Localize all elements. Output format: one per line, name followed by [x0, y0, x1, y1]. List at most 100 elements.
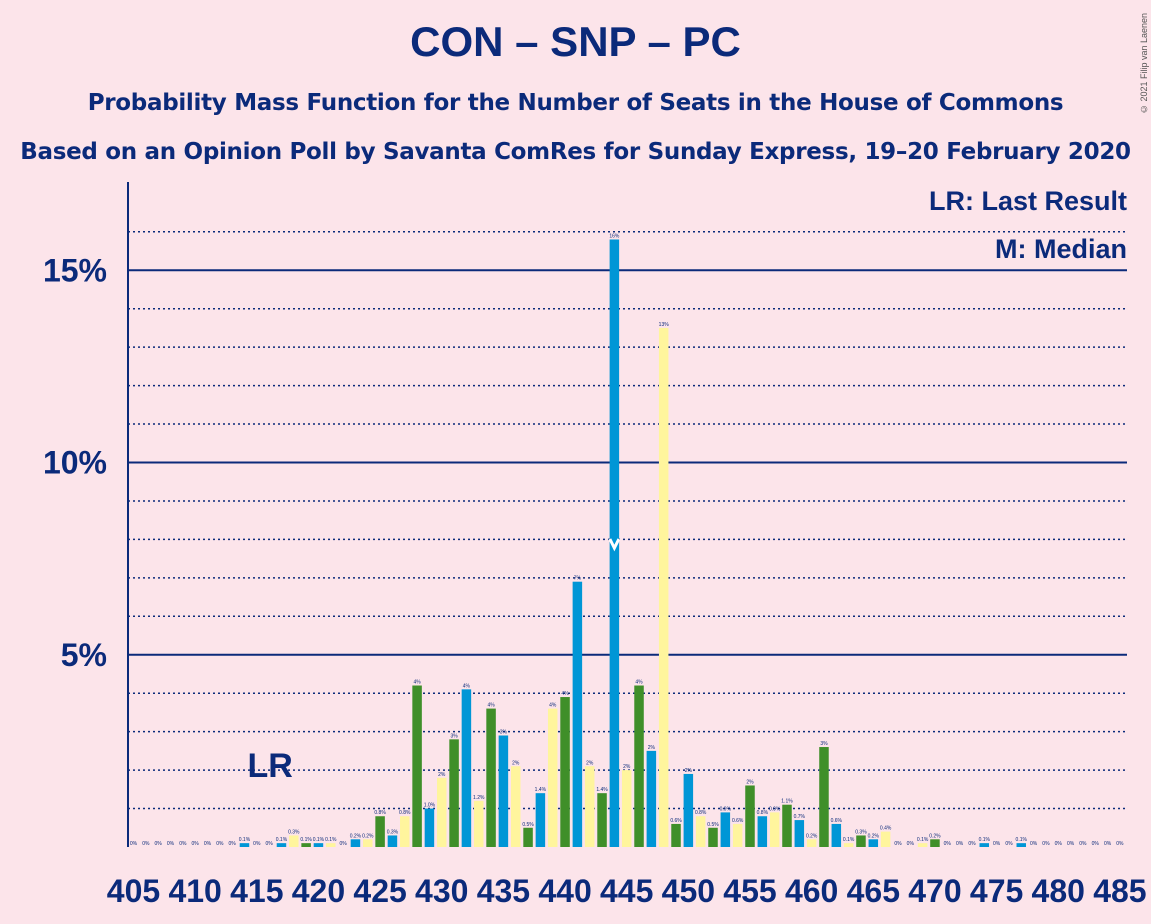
bar-value-label: 1.4%: [596, 787, 608, 793]
bar-value-label: 0.2%: [362, 833, 374, 839]
chart-source-subtitle: Based on an Opinion Poll by Savanta ComR…: [20, 139, 1131, 165]
bar-value-label: 0.1%: [843, 837, 855, 843]
bar-value-label: 0%: [130, 841, 138, 847]
bar-seat-456: [757, 816, 768, 847]
grid-lines: [128, 231, 1127, 810]
bar-value-label: 0.8%: [374, 810, 386, 816]
bar-value-label: 0%: [907, 841, 915, 847]
bar-value-label: 0.3%: [387, 829, 399, 835]
bar-value-label: 0%: [1116, 841, 1124, 847]
bar-value-label: 4%: [549, 703, 557, 709]
bar-value-label: 0%: [993, 841, 1001, 847]
bar-seat-449: [671, 823, 681, 847]
x-tick-label: 470: [908, 873, 961, 909]
bar-value-label: 2%: [586, 760, 594, 766]
bar-value-label: 0.1%: [276, 837, 288, 843]
bar-value-label: 0.4%: [880, 826, 892, 832]
y-axis-tick-labels: 5% 10% 15%: [43, 252, 107, 673]
bar-value-label: 4%: [635, 680, 643, 686]
bar-value-labels: 0% 0% 0% 0% 0% 0% 0% 0% 0%0.1%0% 0%0.1%0.3%0.1% 0.…: [130, 233, 1124, 847]
bar-seat-439: [547, 708, 558, 847]
bar-seat-420: [313, 843, 324, 847]
bar-value-label: 0%: [956, 841, 964, 847]
bar-value-label: 2%: [512, 760, 520, 766]
bar-value-label: 2%: [438, 772, 446, 778]
bar-seat-461: [819, 747, 829, 847]
bar-value-label: 0%: [216, 841, 224, 847]
bar-value-label: 0%: [1067, 841, 1075, 847]
x-tick-label: 440: [538, 873, 591, 909]
bar-seat-421: [326, 843, 336, 847]
bar-seat-428: [412, 685, 422, 847]
x-tick-label: 455: [723, 873, 776, 909]
bar-value-label: 4%: [413, 680, 421, 686]
bar-value-label: 0%: [1030, 841, 1038, 847]
bar-seat-452: [708, 827, 718, 847]
bar-value-label: 0.1%: [917, 837, 929, 843]
bar-value-label: 0%: [253, 841, 261, 847]
bar-seat-432: [461, 689, 472, 847]
bar-value-label: 0%: [968, 841, 976, 847]
bar-value-label: 0%: [1042, 841, 1050, 847]
bar-value-label: 13%: [659, 322, 670, 328]
bar-value-label: 2%: [746, 779, 754, 785]
bar-seat-431: [449, 739, 459, 847]
bar-seat-418: [289, 835, 299, 847]
bar-seat-455: [745, 785, 755, 847]
x-tick-label: 480: [1032, 873, 1085, 909]
bar-seat-425: [375, 816, 385, 847]
bar-seat-464: [856, 835, 866, 847]
bar-value-label: 4%: [561, 691, 569, 697]
bar-value-label: 0.2%: [350, 833, 362, 839]
x-tick-label: 460: [785, 873, 838, 909]
x-tick-label: 405: [107, 873, 160, 909]
bar-seat-469: [917, 843, 928, 847]
bar-value-label: 0.8%: [399, 810, 411, 816]
bar-value-label: 0%: [339, 841, 347, 847]
median-marker: [608, 538, 621, 552]
bar-value-label: 0%: [1079, 841, 1087, 847]
bar-value-label: 0%: [266, 841, 274, 847]
bar-value-label: 0.6%: [732, 818, 744, 824]
bar-value-label: 0.3%: [288, 829, 300, 835]
bar-value-label: 0.9%: [769, 806, 781, 812]
bar-seat-457: [769, 812, 780, 847]
x-tick-label: 420: [292, 873, 345, 909]
bar-value-label: 0%: [894, 841, 902, 847]
bar-seat-462: [831, 823, 842, 847]
bar-seat-448: [658, 327, 669, 847]
bar-value-label: 0.1%: [239, 837, 251, 843]
legend-median: M: Median: [995, 234, 1127, 264]
bar-seat-427: [400, 816, 410, 847]
y-tick-label: 10%: [43, 445, 107, 481]
bar-value-label: 2%: [623, 764, 631, 770]
bar-seat-458: [782, 804, 792, 847]
bar-value-label: 0.2%: [806, 833, 818, 839]
x-tick-label: 445: [600, 873, 653, 909]
x-tick-label: 450: [662, 873, 715, 909]
x-tick-label: 430: [415, 873, 468, 909]
bar-seat-445: [621, 770, 632, 847]
bar-value-label: 0.1%: [1016, 837, 1028, 843]
bar-seat-447: [646, 750, 657, 847]
bar-value-label: 0%: [179, 841, 187, 847]
x-tick-label: 410: [168, 873, 221, 909]
bar-value-label: 0%: [192, 841, 200, 847]
bar-value-label: 0%: [1005, 841, 1013, 847]
x-tick-label: 435: [477, 873, 530, 909]
bar-value-label: 7%: [574, 576, 582, 582]
chart-title: CON – SNP – PC: [410, 18, 741, 65]
bar-seat-459: [794, 820, 805, 847]
bar-value-label: 0.1%: [313, 837, 325, 843]
bar-value-label: 0.9%: [720, 806, 732, 812]
bar-seat-440: [560, 697, 570, 847]
bar-value-label: 2%: [648, 745, 656, 751]
bar-value-label: 0.1%: [300, 837, 312, 843]
bar-value-label: 0.2%: [868, 833, 880, 839]
last-result-marker: LR: [247, 747, 292, 785]
bar-value-label: 0.3%: [855, 829, 867, 835]
x-axis-tick-labels: 405 410 415 420 425 430 435 440 445 450 455 460 465 4…: [107, 873, 1147, 909]
bar-seat-438: [535, 793, 546, 847]
bar-seat-414: [239, 843, 250, 847]
